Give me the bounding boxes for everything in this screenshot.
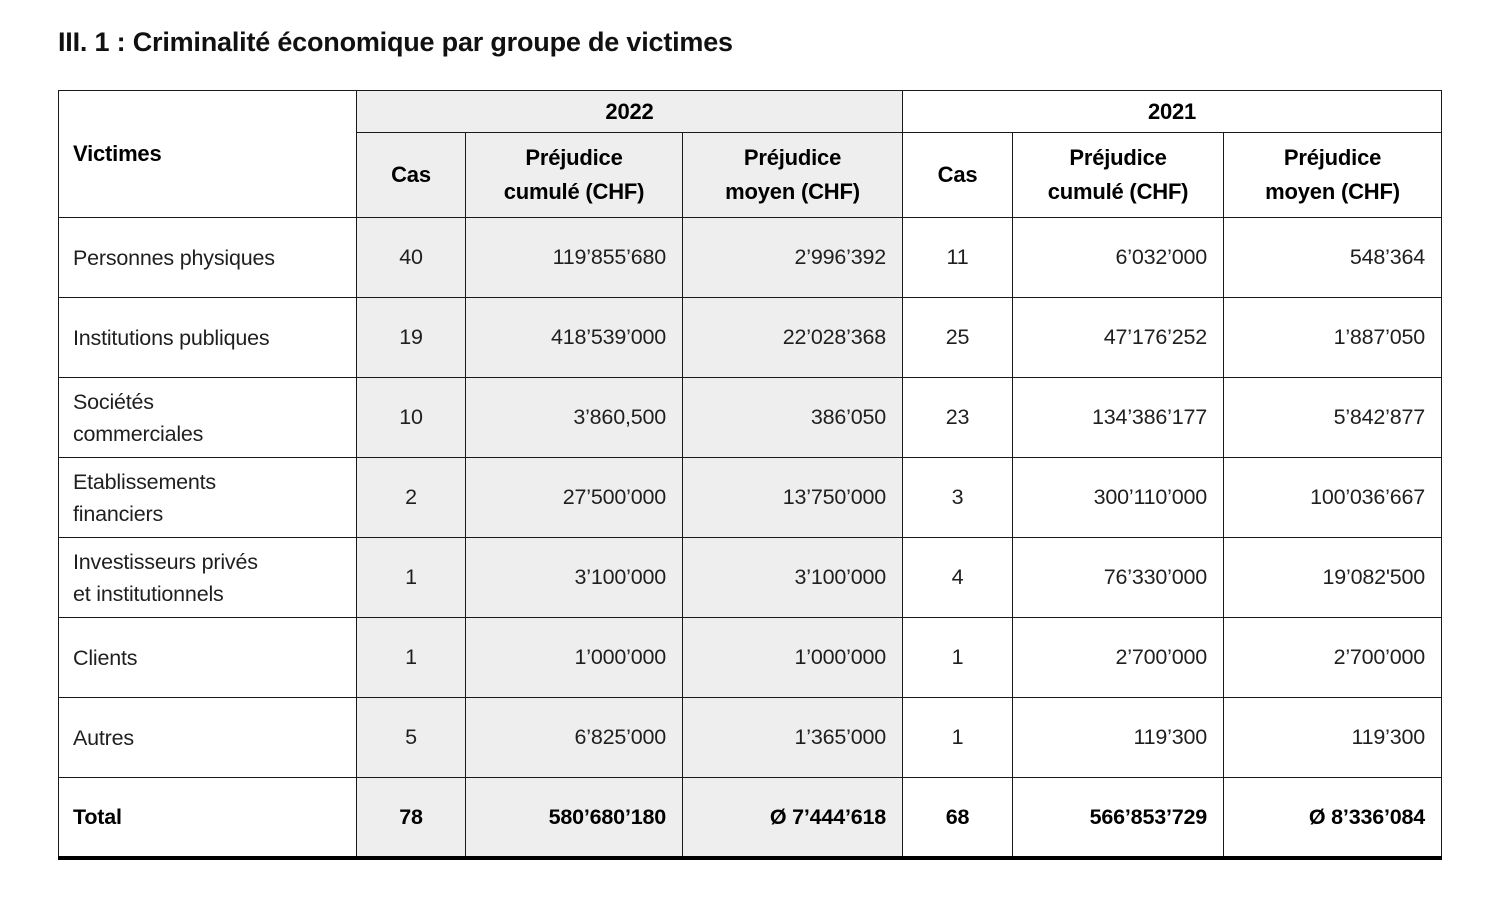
total-2021-moyen: Ø 8’336’084 [1223, 777, 1443, 860]
header-2022-prejudice-cumule: Préjudice cumulé (CHF) [465, 132, 683, 219]
total-2021-cumule: 566’853’729 [1012, 777, 1225, 860]
cell-2021-cumule: 76’330’000 [1012, 537, 1225, 619]
cell-2021-moyen: 5’842’877 [1223, 377, 1443, 459]
cell-2021-cas: 25 [902, 297, 1014, 379]
cell-2021-cumule: 119’300 [1012, 697, 1225, 779]
year-2022-header: 2022 [355, 90, 904, 134]
cell-2022-cumule: 27’500’000 [465, 457, 683, 539]
table-row-etablissements-financiers: Etablissements financiers 2 27’500’000 1… [58, 457, 1443, 539]
cell-2021-cas: 11 [902, 217, 1014, 299]
cell-2021-cas: 3 [902, 457, 1014, 539]
row-label: Institutions publiques [58, 297, 357, 379]
row-label: Sociétés commerciales [58, 377, 357, 459]
cell-2021-moyen: 100’036’667 [1223, 457, 1443, 539]
table-row-societes-commerciales: Sociétés commerciales 10 3’860,500 386’0… [58, 377, 1443, 459]
victims-column-header: Victimes [58, 90, 357, 219]
table-title: III. 1 : Criminalité économique par grou… [58, 27, 733, 57]
cell-2022-cas: 1 [356, 537, 466, 619]
cell-2022-moyen: 1’000’000 [681, 617, 904, 699]
total-label: Total [58, 777, 357, 860]
cell-2021-cumule: 300’110’000 [1012, 457, 1225, 539]
row-label: Clients [58, 617, 357, 699]
total-2022-moyen: Ø 7’444’618 [681, 777, 904, 860]
cell-2022-cumule: 6’825’000 [465, 697, 683, 779]
header-2022-cas: Cas [356, 132, 466, 219]
cell-2022-cumule: 3’860,500 [465, 377, 683, 459]
cell-2021-cumule: 2’700’000 [1012, 617, 1225, 699]
row-label: Autres [58, 697, 357, 779]
cell-2022-cas: 10 [356, 377, 466, 459]
row-label: Etablissements financiers [58, 457, 357, 539]
table-row-autres: Autres 5 6’825’000 1’365’000 1 119’300 1… [58, 697, 1443, 779]
cell-2022-cumule: 418’539’000 [465, 297, 683, 379]
total-2021-cas: 68 [902, 777, 1014, 860]
cell-2022-cumule: 119’855’680 [465, 217, 683, 299]
year-header-row: Victimes 2022 2021 [58, 90, 1443, 219]
table-row-total: Total 78 580’680’180 Ø 7’444’618 68 566’… [58, 777, 1443, 860]
cell-2022-cas: 1 [356, 617, 466, 699]
total-2022-cumule: 580’680’180 [465, 777, 683, 860]
cell-2022-cas: 5 [356, 697, 466, 779]
cell-2021-cas: 1 [902, 697, 1014, 779]
cell-2021-cumule: 134’386’177 [1012, 377, 1225, 459]
cell-2021-moyen: 119’300 [1223, 697, 1443, 779]
cell-2022-moyen: 2’996’392 [681, 217, 904, 299]
cell-2022-cas: 19 [356, 297, 466, 379]
table-row-clients: Clients 1 1’000’000 1’000’000 1 2’700’00… [58, 617, 1443, 699]
cell-2022-moyen: 13’750’000 [681, 457, 904, 539]
cell-2022-cumule: 3’100’000 [465, 537, 683, 619]
header-2021-cas: Cas [902, 132, 1014, 219]
table-row-institutions-publiques: Institutions publiques 19 418’539’000 22… [58, 297, 1443, 379]
table-row-personnes-physiques: Personnes physiques 40 119’855’680 2’996… [58, 217, 1443, 299]
cell-2022-cumule: 1’000’000 [465, 617, 683, 699]
row-label: Investisseurs privés et institutionnels [58, 537, 357, 619]
sub-header-row: Cas Préjudice cumulé (CHF) Préjudice moy… [59, 132, 1443, 219]
cell-2021-cas: 1 [902, 617, 1014, 699]
cell-2021-cas: 4 [902, 537, 1014, 619]
cell-2021-moyen: 2’700’000 [1223, 617, 1443, 699]
cell-2021-moyen: 1’887’050 [1223, 297, 1443, 379]
total-2022-cas: 78 [356, 777, 466, 860]
cell-2021-moyen: 548’364 [1223, 217, 1443, 299]
cell-2021-moyen: 19’082'500 [1223, 537, 1443, 619]
row-label: Personnes physiques [58, 217, 357, 299]
header-2021-prejudice-cumule: Préjudice cumulé (CHF) [1012, 132, 1225, 219]
cell-2022-cas: 2 [356, 457, 466, 539]
cell-2022-cas: 40 [356, 217, 466, 299]
header-2021-prejudice-moyen: Préjudice moyen (CHF) [1223, 132, 1443, 219]
cell-2022-moyen: 22’028’368 [681, 297, 904, 379]
year-2021-header: 2021 [902, 90, 1443, 134]
table-row-investisseurs-prives: Investisseurs privés et institutionnels … [58, 537, 1443, 619]
cell-2022-moyen: 1’365’000 [681, 697, 904, 779]
cell-2021-cumule: 47’176’252 [1012, 297, 1225, 379]
cell-2021-cas: 23 [902, 377, 1014, 459]
cell-2022-moyen: 386’050 [681, 377, 904, 459]
cell-2021-cumule: 6’032’000 [1012, 217, 1225, 299]
victims-statistics-table: Victimes 2022 2021 Cas Préjudice cumulé … [58, 90, 1443, 860]
header-2022-prejudice-moyen: Préjudice moyen (CHF) [681, 132, 904, 219]
cell-2022-moyen: 3’100’000 [681, 537, 904, 619]
